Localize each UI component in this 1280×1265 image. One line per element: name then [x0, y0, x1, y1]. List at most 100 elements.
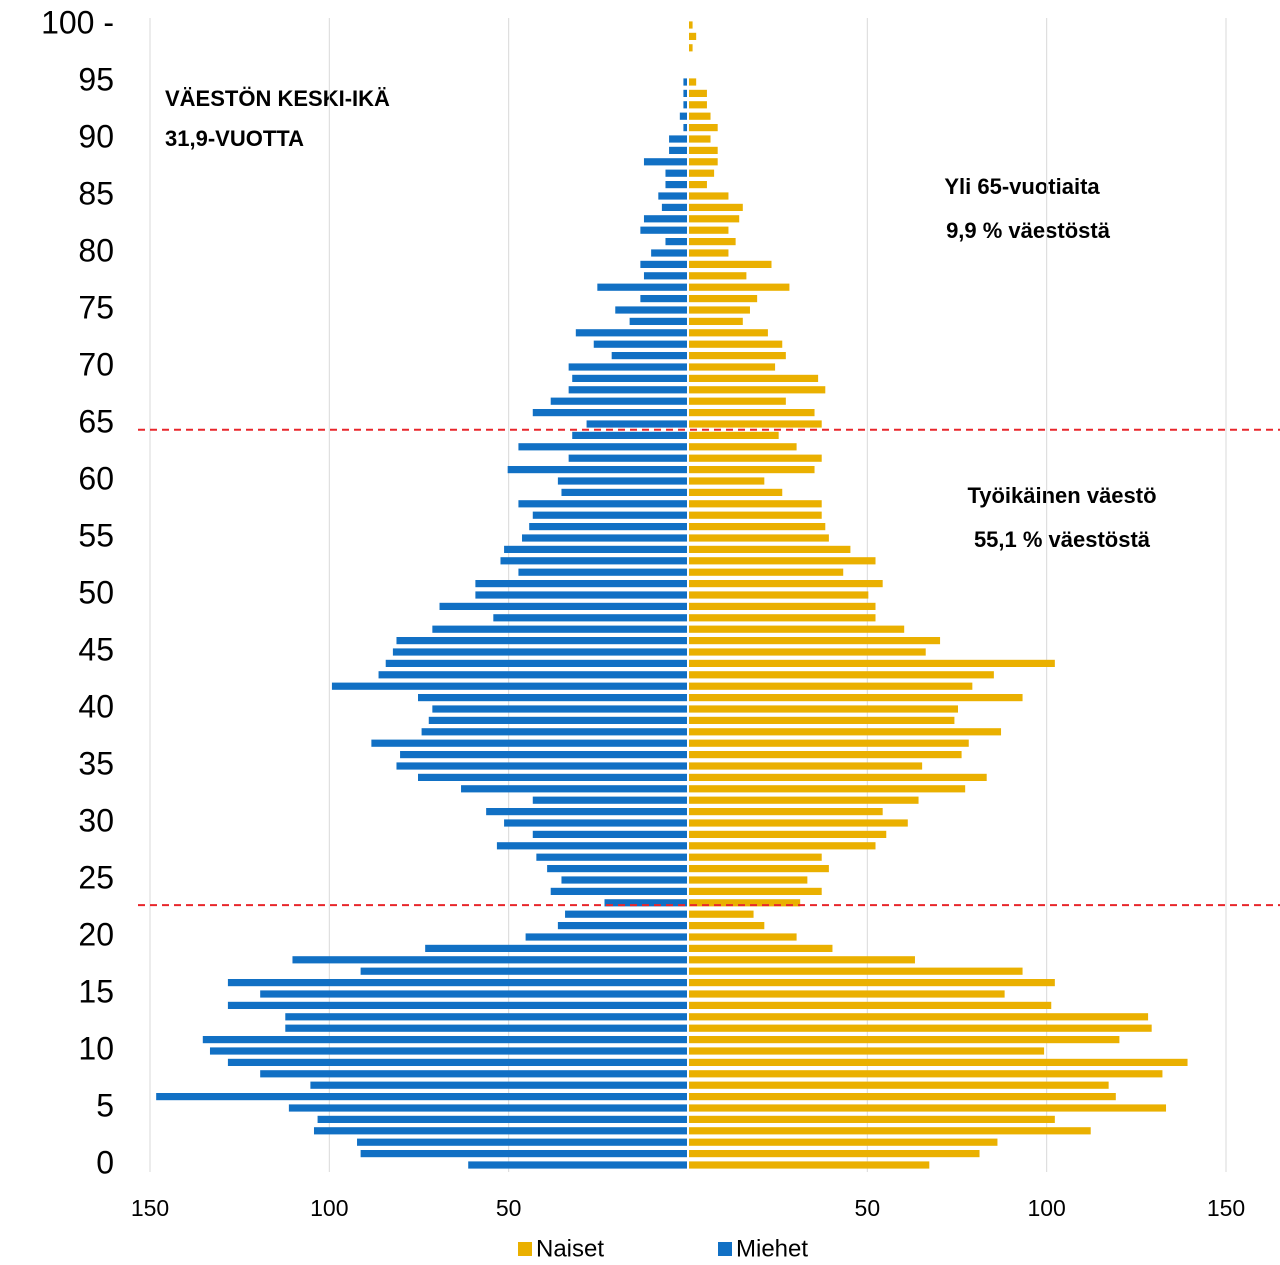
bar [568, 363, 687, 371]
bar [689, 146, 718, 154]
bar [689, 272, 747, 280]
bar [689, 386, 826, 394]
bar [689, 397, 786, 405]
bar [689, 602, 876, 610]
bar [689, 557, 876, 565]
bar [550, 887, 687, 895]
x-tick-label: 100 [310, 1195, 348, 1221]
legend-swatch [718, 1242, 732, 1256]
bar [425, 944, 687, 952]
bar [486, 808, 687, 816]
bar [432, 705, 687, 713]
bar [689, 762, 923, 770]
bar [689, 956, 915, 964]
bar [689, 192, 729, 200]
bar [227, 979, 687, 987]
bar [689, 89, 707, 97]
bar [689, 1081, 1109, 1089]
bar [689, 694, 1023, 702]
x-tick-label: 150 [1207, 1195, 1245, 1221]
legend-label: Naiset [536, 1235, 604, 1262]
bar [640, 295, 687, 303]
bar [288, 1104, 687, 1112]
bar [504, 545, 687, 553]
bar [689, 1150, 980, 1158]
bar [689, 477, 765, 485]
bar [689, 283, 790, 291]
bar [689, 523, 826, 531]
bar [689, 830, 887, 838]
y-tick-label: 90 [78, 118, 114, 154]
bar [689, 785, 966, 793]
bar [689, 796, 919, 804]
bar [557, 922, 687, 930]
bar [475, 591, 687, 599]
bar [689, 317, 743, 325]
bar [689, 215, 740, 223]
y-tick-label: 5 [96, 1087, 114, 1123]
bar [689, 580, 883, 588]
legend-swatch [518, 1242, 532, 1256]
bar [209, 1047, 687, 1055]
bar [496, 842, 687, 850]
bar [227, 1001, 687, 1009]
bar [689, 1013, 1149, 1021]
bar [689, 340, 783, 348]
bar [658, 192, 687, 200]
bar [468, 1161, 687, 1169]
bar [689, 1104, 1167, 1112]
bar [615, 306, 687, 314]
bar [689, 454, 822, 462]
bar [689, 306, 750, 314]
bar [439, 602, 687, 610]
bar [285, 1024, 687, 1032]
bar [689, 443, 797, 451]
bar [689, 1047, 1045, 1055]
bar [689, 101, 707, 109]
bar [640, 226, 687, 234]
bar [500, 557, 687, 565]
bar [689, 124, 718, 132]
bar [689, 922, 765, 930]
bar [689, 910, 754, 918]
bar [683, 89, 687, 97]
bar [689, 78, 697, 86]
y-tick-label: 55 [78, 517, 114, 553]
annotation: Työikäinen väestö [967, 483, 1156, 508]
bar [689, 431, 779, 439]
bar [689, 21, 693, 29]
bar [689, 249, 729, 257]
bar [285, 1013, 687, 1021]
bar [689, 659, 1055, 667]
bar [689, 158, 718, 166]
bar [689, 705, 958, 713]
bar [689, 420, 822, 428]
bar [689, 1058, 1188, 1066]
bar [665, 238, 687, 246]
bar [689, 238, 736, 246]
bar [532, 409, 687, 417]
bar [428, 716, 687, 724]
bar [461, 785, 687, 793]
bar [689, 1036, 1120, 1044]
y-tick-label: 45 [78, 631, 114, 667]
bar [689, 979, 1055, 987]
bar [643, 158, 687, 166]
bar [421, 728, 687, 736]
y-tick-label: 30 [78, 802, 114, 838]
x-tick-label: 150 [131, 1195, 169, 1221]
x-tick-label: 100 [1027, 1195, 1065, 1221]
bar [689, 363, 776, 371]
bar [689, 112, 711, 120]
y-tick-label: 10 [78, 1030, 114, 1066]
y-tick-label: 60 [78, 460, 114, 496]
bar [689, 1070, 1163, 1078]
bar [360, 1150, 687, 1158]
bar [651, 249, 687, 257]
bar [689, 32, 697, 40]
annotation: 55,1 % väestöstä [974, 527, 1151, 552]
bar [689, 1138, 998, 1146]
bar [202, 1036, 688, 1044]
y-tick-label: 35 [78, 745, 114, 781]
bar [689, 534, 829, 542]
